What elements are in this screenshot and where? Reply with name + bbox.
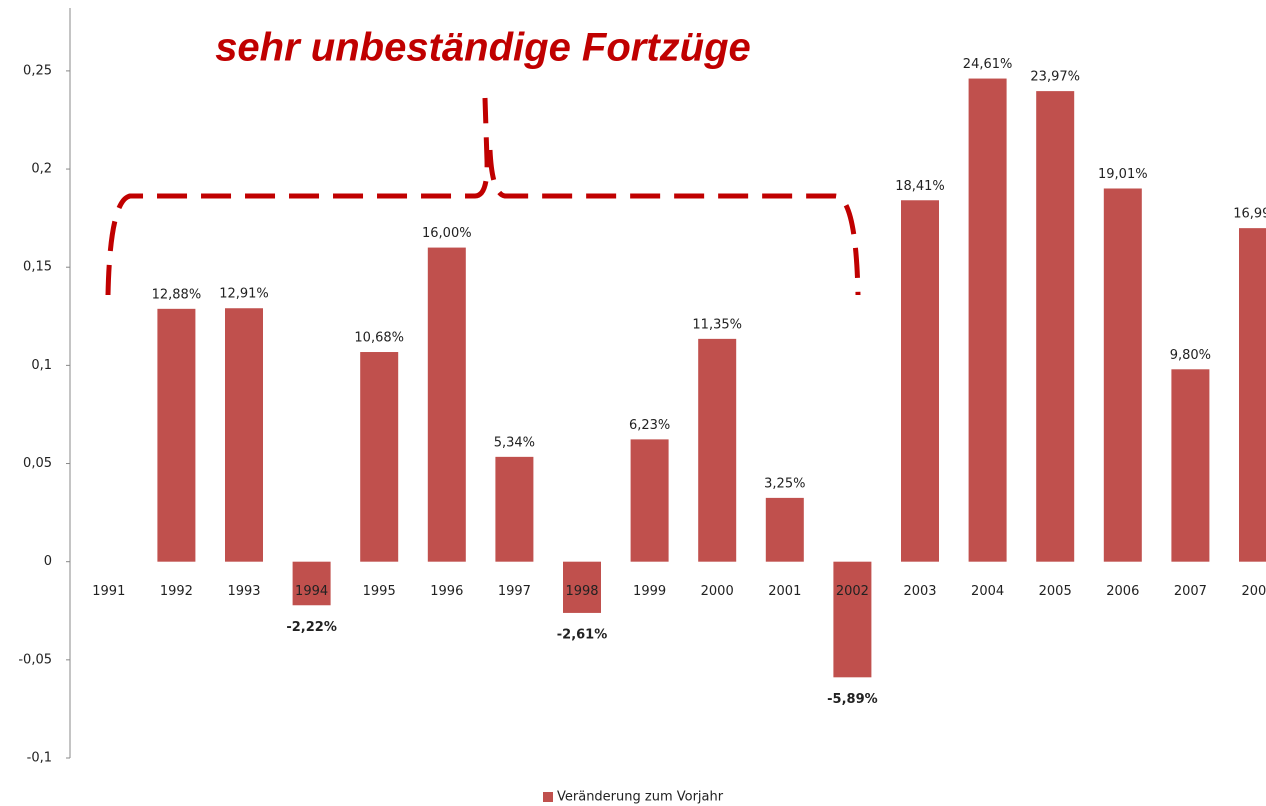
data-label: -2,22% [286, 620, 337, 635]
y-tick-label: -0,05 [18, 652, 52, 667]
data-label: 24,61% [963, 57, 1013, 72]
bar [495, 456, 534, 562]
data-label: 18,41% [895, 179, 945, 194]
bar [1171, 369, 1210, 562]
x-tick-label: 2005 [1039, 584, 1072, 599]
data-label: 9,80% [1170, 348, 1211, 363]
bar [563, 561, 601, 613]
bar [157, 308, 196, 562]
y-tick-label: 0,05 [23, 456, 52, 471]
y-tick-label: 0,2 [31, 162, 52, 177]
x-tick-label: 1993 [227, 584, 260, 599]
legend-swatch [543, 792, 553, 802]
x-tick-label: 2003 [903, 584, 936, 599]
x-tick-label: 1996 [430, 584, 463, 599]
annotation-bracket [105, 97, 861, 296]
data-label: -2,61% [557, 627, 608, 642]
bar [698, 338, 737, 562]
y-tick-label: 0,25 [23, 63, 52, 78]
x-tick-label: 1995 [363, 584, 396, 599]
chart-title: sehr unbeständige Fortzüge [215, 26, 751, 70]
data-label: 16,99% [1233, 207, 1266, 222]
bar [427, 247, 466, 562]
x-tick-label: 2001 [768, 584, 801, 599]
x-tick-label: 2000 [701, 584, 734, 599]
data-label: 3,25% [764, 476, 805, 491]
bar [901, 200, 939, 562]
x-tick-label: 1994 [295, 584, 328, 599]
x-tick-label: 1998 [565, 584, 598, 599]
x-tick-label: 1997 [498, 584, 531, 599]
bar [968, 78, 1007, 562]
x-tick-label: 1991 [92, 584, 125, 599]
x-tick-label: 2006 [1106, 584, 1139, 599]
legend-label: Veränderung zum Vorjahr [557, 790, 724, 805]
data-label: 10,68% [354, 331, 404, 346]
bar [1103, 188, 1142, 562]
y-tick-label: -0,1 [27, 751, 52, 766]
data-label: 19,01% [1098, 167, 1148, 182]
data-label: 6,23% [629, 418, 670, 433]
x-tick-label: 1992 [160, 584, 193, 599]
data-label: 5,34% [494, 435, 535, 450]
x-tick-label: 2004 [971, 584, 1004, 599]
y-tick-label: 0,1 [31, 358, 52, 373]
bar [292, 561, 331, 606]
data-label: -5,89% [827, 692, 878, 707]
bar [630, 439, 669, 562]
bar [1036, 91, 1075, 562]
x-tick-label: 1999 [633, 584, 666, 599]
data-label: 12,88% [152, 287, 202, 302]
data-label: 12,91% [219, 287, 269, 302]
bar [833, 561, 872, 678]
data-label: 11,35% [692, 317, 742, 332]
bar [1239, 228, 1266, 562]
x-tick-label: 2008 [1241, 584, 1266, 599]
data-label: 16,00% [422, 226, 472, 241]
x-tick-label: 2002 [836, 584, 869, 599]
data-label: 23,97% [1030, 70, 1080, 85]
y-tick-label: 0,15 [23, 260, 52, 275]
bar [360, 352, 399, 562]
bar [225, 308, 263, 562]
x-tick-label: 2007 [1174, 584, 1207, 599]
y-tick-label: 0 [44, 554, 52, 569]
bar [765, 497, 804, 562]
